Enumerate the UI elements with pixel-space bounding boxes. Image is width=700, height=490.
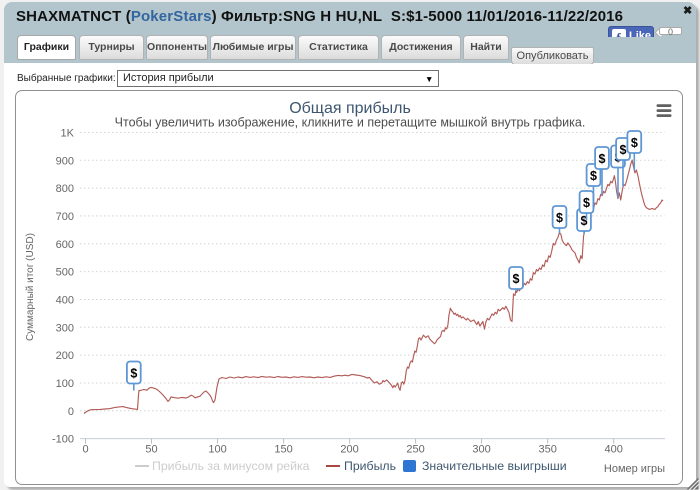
svg-text:0: 0 [68,406,74,418]
svg-text:Общая прибыль: Общая прибыль [289,100,411,117]
svg-text:$: $ [513,272,520,286]
svg-text:50: 50 [145,444,157,456]
svg-text:250: 250 [406,444,424,456]
svg-text:$: $ [620,143,627,157]
svg-text:100: 100 [208,444,226,456]
svg-text:150: 150 [274,444,292,456]
svg-text:600: 600 [56,239,74,251]
svg-text:1K: 1K [61,127,75,139]
svg-text:500: 500 [56,267,74,279]
svg-text:$: $ [590,169,597,183]
svg-text:900: 900 [56,155,74,167]
svg-text:$: $ [556,211,563,225]
svg-text:700: 700 [56,211,74,223]
svg-text:350: 350 [539,444,557,456]
svg-text:Чтобы увеличить изображение, к: Чтобы увеличить изображение, кликните и … [115,116,586,130]
svg-text:-100: -100 [52,434,74,446]
svg-text:300: 300 [472,444,490,456]
svg-text:Прибыль: Прибыль [344,459,396,473]
svg-text:200: 200 [56,350,74,362]
svg-text:Прибыль за минусом рейка: Прибыль за минусом рейка [152,459,310,473]
svg-text:300: 300 [56,322,74,334]
svg-text:400: 400 [605,444,623,456]
svg-text:$: $ [581,214,588,228]
svg-text:Номер игры: Номер игры [604,463,665,475]
svg-text:400: 400 [56,295,74,307]
svg-text:$: $ [130,367,137,381]
svg-text:$: $ [599,152,606,166]
svg-text:800: 800 [56,183,74,195]
svg-text:$: $ [631,136,638,150]
svg-text:100: 100 [56,378,74,390]
svg-text:Суммарный итог (USD): Суммарный итог (USD) [25,233,36,341]
svg-text:Значительные выигрыши: Значительные выигрыши [422,459,567,473]
svg-text:0: 0 [82,444,88,456]
svg-text:200: 200 [340,444,358,456]
svg-text:$: $ [583,196,590,210]
